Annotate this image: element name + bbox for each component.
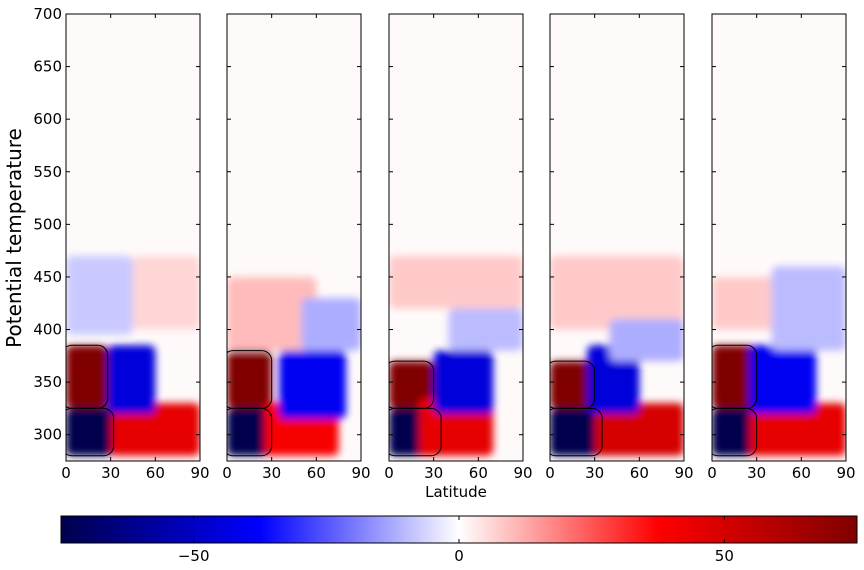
panel-2: 0 30 60 90 (222, 13, 371, 482)
field-region-light_red (133, 255, 200, 330)
x-tick-label: 30 (101, 464, 120, 482)
field-region-dark_blue (66, 408, 114, 456)
field-region-blue (749, 345, 817, 414)
panel-frame (549, 13, 685, 462)
colorbar-tick-label: 0 (454, 547, 464, 565)
x-tick-label: 0 (545, 464, 555, 482)
field-region-blue (107, 345, 156, 414)
y-tick-label: 700 (33, 5, 62, 23)
colorbar: −50 0 50 (60, 515, 858, 565)
panel-frame (65, 13, 201, 462)
panel-4: 0 30 60 90 (545, 13, 694, 482)
panel-5: 0 30 60 90 (707, 13, 856, 482)
field-region-dark_blue (712, 408, 757, 456)
y-axis-label: Potential temperature (2, 128, 26, 348)
x-tick-label: 30 (747, 464, 766, 482)
field-region-light_blue (448, 308, 523, 351)
field-region-red (110, 403, 200, 456)
field-region-blue (279, 350, 347, 419)
y-tick-label: 350 (33, 373, 62, 391)
y-tick-label: 450 (33, 268, 62, 286)
panel-frame (388, 13, 524, 462)
x-tick-label: 60 (146, 464, 165, 482)
field-region-dark_red (550, 361, 595, 409)
field-region-light_red (389, 255, 523, 309)
panel-1: 0 30 60 90 300 350 400 450 500 550 600 650 700 (33, 5, 209, 482)
field-region-blue (587, 345, 640, 414)
field-region-light_red (550, 255, 684, 330)
y-tick-label: 650 (33, 58, 62, 76)
colorbar-tick-label: −50 (178, 547, 210, 565)
panel-frame (711, 13, 847, 462)
field-region-red (594, 403, 684, 456)
field-region-light_blue (66, 255, 133, 335)
x-tick-label: 0 (384, 464, 394, 482)
field-region-dark_blue (227, 408, 272, 456)
y-tick-label: 300 (33, 426, 62, 444)
contour-line (227, 350, 273, 409)
panel-frame (226, 13, 362, 462)
x-tick-label: 30 (424, 464, 443, 482)
x-tick-label: 90 (836, 464, 855, 482)
x-tick-label: 90 (190, 464, 209, 482)
x-tick-label: 30 (262, 464, 281, 482)
field-region-blue (433, 350, 494, 414)
x-tick-label: 60 (469, 464, 488, 482)
contour-line (712, 344, 758, 409)
x-tick-label: 0 (61, 464, 71, 482)
field-region-dark_red (389, 361, 434, 409)
field-region-light_red (227, 276, 317, 351)
field-region-red (749, 403, 846, 456)
panel-3: 0 30 60 90 (384, 13, 533, 482)
y-tick-label: 550 (33, 163, 62, 181)
field-region-dark_blue (550, 408, 603, 456)
colorbar-tick-label: 50 (715, 547, 734, 565)
x-tick-label: 0 (222, 464, 232, 482)
field-region-light_blue (771, 266, 846, 351)
x-axis-label: Latitude (425, 483, 487, 501)
y-tick-label: 400 (33, 321, 62, 339)
y-tick-label: 600 (33, 110, 62, 128)
field-region-light_blue (301, 297, 361, 351)
x-tick-label: 60 (630, 464, 649, 482)
x-tick-label: 30 (585, 464, 604, 482)
x-tick-label: 60 (307, 464, 326, 482)
contour-line (389, 360, 435, 409)
field-region-dark_red (227, 350, 272, 409)
y-tick-label: 500 (33, 215, 62, 233)
x-tick-label: 60 (792, 464, 811, 482)
x-tick-label: 90 (351, 464, 370, 482)
field-region-dark_red (66, 345, 108, 409)
field-region-light_blue (609, 319, 684, 362)
contour-line (550, 360, 596, 409)
x-tick-label: 90 (513, 464, 532, 482)
x-tick-label: 0 (707, 464, 717, 482)
field-region-dark_red (712, 345, 757, 409)
x-tick-label: 90 (674, 464, 693, 482)
colorbar-gradient (60, 515, 858, 544)
contour-line (66, 344, 109, 409)
